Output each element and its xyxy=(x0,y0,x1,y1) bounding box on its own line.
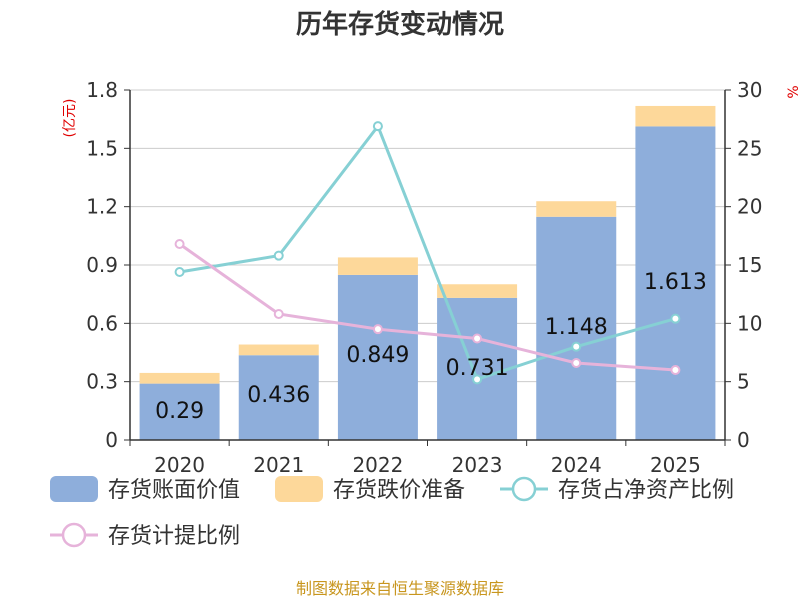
left-tick-label: 1.5 xyxy=(86,136,118,160)
x-tick-label: 2025 xyxy=(650,453,701,477)
series-point xyxy=(472,333,483,344)
right-tick-label: 15 xyxy=(737,253,762,277)
bar-book-value xyxy=(635,126,716,440)
left-tick-label: 1.8 xyxy=(86,78,118,102)
legend-swatch xyxy=(50,476,98,502)
x-tick-label: 2023 xyxy=(452,453,503,477)
series-point xyxy=(670,313,681,324)
bar-impairment xyxy=(337,257,418,275)
source-note: 制图数据来自恒生聚源数据库 xyxy=(296,579,504,598)
right-tick-label: 10 xyxy=(737,311,762,335)
x-tick-label: 2022 xyxy=(352,453,403,477)
series-point xyxy=(273,309,284,319)
left-tick-label: 0.3 xyxy=(86,370,118,394)
right-tick-label: 25 xyxy=(737,136,762,160)
legend-swatch-marker xyxy=(511,476,537,502)
left-axis-unit: (亿元) xyxy=(62,99,78,138)
series-point xyxy=(670,365,681,375)
bar-labels: 0.29 0.436 0.849 0.731 1.148 1.613 xyxy=(155,270,707,424)
bar-impairment xyxy=(139,372,220,384)
left-tick-label: 1.2 xyxy=(86,195,118,219)
x-tick-label: 2021 xyxy=(253,453,304,477)
series-line xyxy=(179,123,676,382)
series-point xyxy=(174,267,185,277)
series-point xyxy=(571,358,582,368)
legend-label: 存货占净资产比例 xyxy=(558,478,734,503)
legend-label: 存货账面价值 xyxy=(108,478,240,503)
bar-value-label: 0.436 xyxy=(247,383,310,408)
series-lines xyxy=(174,121,681,385)
legend-swatch-marker xyxy=(61,522,87,548)
right-axis-unit: % xyxy=(786,85,800,98)
bar-impairment xyxy=(238,344,319,356)
legend-swatch xyxy=(275,476,323,502)
right-tick-label: 5 xyxy=(737,370,750,394)
series-point xyxy=(372,324,383,335)
right-tick-label: 30 xyxy=(737,78,762,102)
series-point xyxy=(372,121,383,132)
series-point xyxy=(571,341,582,352)
bar-value-label: 1.148 xyxy=(545,315,608,340)
series-line xyxy=(178,242,676,372)
chart-title: 历年存货变动情况 xyxy=(296,9,504,40)
bar-impairment xyxy=(536,201,617,217)
bar-book-value xyxy=(536,216,617,440)
bar-value-label: 0.29 xyxy=(155,399,204,424)
right-tick-label: 0 xyxy=(737,428,750,452)
left-tick-label: 0.9 xyxy=(86,253,118,277)
bar-value-label: 0.731 xyxy=(446,356,509,381)
series-point xyxy=(174,239,185,249)
x-tick-label: 2024 xyxy=(551,453,602,477)
bar-book-value xyxy=(238,355,319,440)
bar-book-value xyxy=(437,297,518,440)
right-tick-label: 20 xyxy=(737,195,762,219)
bar-book-value xyxy=(337,274,418,440)
series-point xyxy=(472,374,483,385)
bars xyxy=(139,105,716,440)
x-tick-label: 2020 xyxy=(154,453,205,477)
left-tick-label: 0 xyxy=(105,428,118,452)
left-tick-label: 0.6 xyxy=(86,311,118,335)
legend-label: 存货计提比例 xyxy=(108,524,240,549)
bar-book-value xyxy=(139,383,220,440)
bar-value-label: 1.613 xyxy=(644,270,707,295)
legend-label: 存货跌价准备 xyxy=(333,478,465,503)
bar-impairment xyxy=(635,105,716,127)
series-point xyxy=(273,250,284,261)
bar-value-label: 0.849 xyxy=(346,343,409,368)
bar-impairment xyxy=(437,284,518,298)
